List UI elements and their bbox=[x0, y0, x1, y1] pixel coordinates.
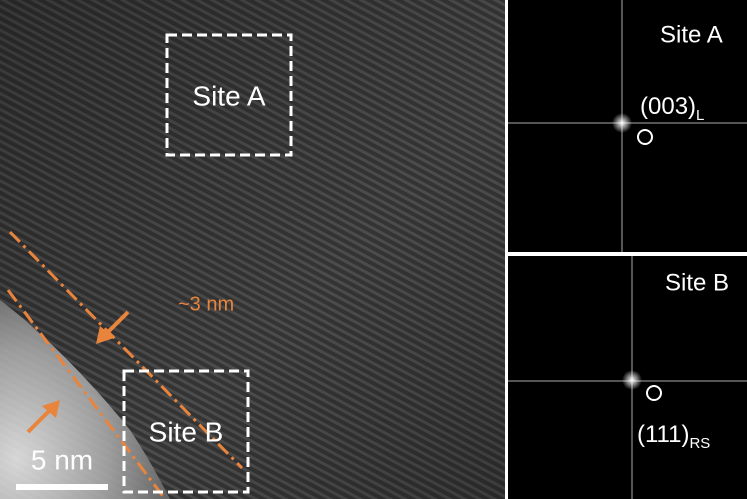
spot-subscript: RS bbox=[689, 435, 710, 452]
fft-panel: Site A (003)L bbox=[508, 0, 747, 252]
hrtem-image: ~3 nm Site A Site B 5 nm bbox=[0, 0, 505, 499]
spot-index: (003) bbox=[640, 93, 696, 120]
spot-subscript: L bbox=[696, 107, 704, 124]
panel-label: Site B bbox=[665, 269, 729, 296]
scale-bar-label: 5 nm bbox=[31, 444, 93, 475]
thickness-label: ~3 nm bbox=[178, 293, 234, 315]
figure: ~3 nm Site A Site B 5 nm Site A (003)L S… bbox=[0, 0, 747, 499]
box-label: Site B bbox=[149, 416, 224, 447]
spot-index: (111) bbox=[637, 421, 689, 448]
panel-label: Site A bbox=[660, 21, 723, 48]
spot-label: (003)L bbox=[640, 93, 704, 124]
box-label: Site A bbox=[192, 80, 265, 111]
fft-panel: Site B (111)RS bbox=[508, 256, 747, 499]
